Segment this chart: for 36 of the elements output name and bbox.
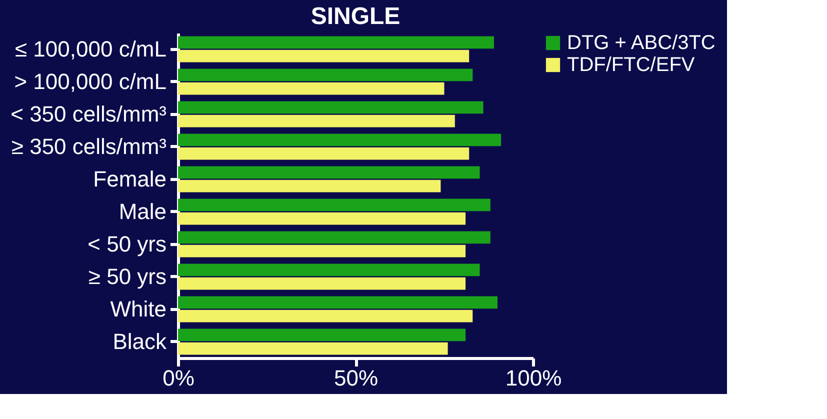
y-tick-label: ≥ 350 cells/mm³ xyxy=(11,134,166,159)
bar xyxy=(178,198,490,212)
x-tick-label: 0% xyxy=(162,366,194,390)
y-tick-label: < 50 yrs xyxy=(88,231,166,256)
y-tick-label: White xyxy=(110,296,166,322)
legend-label: TDF/FTC/EFV xyxy=(567,54,696,76)
bar xyxy=(178,264,480,276)
y-tick-label: ≤ 100,000 c/mL xyxy=(15,36,166,62)
y-tick-label: Female xyxy=(93,166,166,192)
y-tick-label: > 100,000 c/mL xyxy=(14,68,166,94)
bar xyxy=(178,212,466,225)
bar xyxy=(178,166,480,179)
bar xyxy=(178,244,466,258)
legend-label: DTG + ABC/3TC xyxy=(567,32,716,54)
y-tick-label: ≥ 50 yrs xyxy=(88,264,166,289)
bar xyxy=(178,68,473,82)
bar xyxy=(178,134,502,146)
bar xyxy=(178,101,484,114)
bar xyxy=(178,277,466,290)
bar xyxy=(178,310,473,322)
bar xyxy=(178,296,498,309)
chart-title: SINGLE xyxy=(310,3,400,30)
x-tick-label: 100% xyxy=(505,366,562,390)
x-tick-label: 50% xyxy=(334,366,378,390)
bar xyxy=(178,147,470,160)
bar xyxy=(178,50,470,62)
y-tick-label: Black xyxy=(112,328,168,354)
bar xyxy=(178,231,490,244)
y-tick-label: Male xyxy=(118,198,166,224)
y-tick-label: < 350 cells/mm³ xyxy=(10,101,166,126)
bar xyxy=(178,82,444,95)
bar xyxy=(178,114,455,128)
bar xyxy=(178,328,466,342)
bar xyxy=(178,180,441,192)
bar xyxy=(178,36,494,49)
bar xyxy=(178,342,448,355)
